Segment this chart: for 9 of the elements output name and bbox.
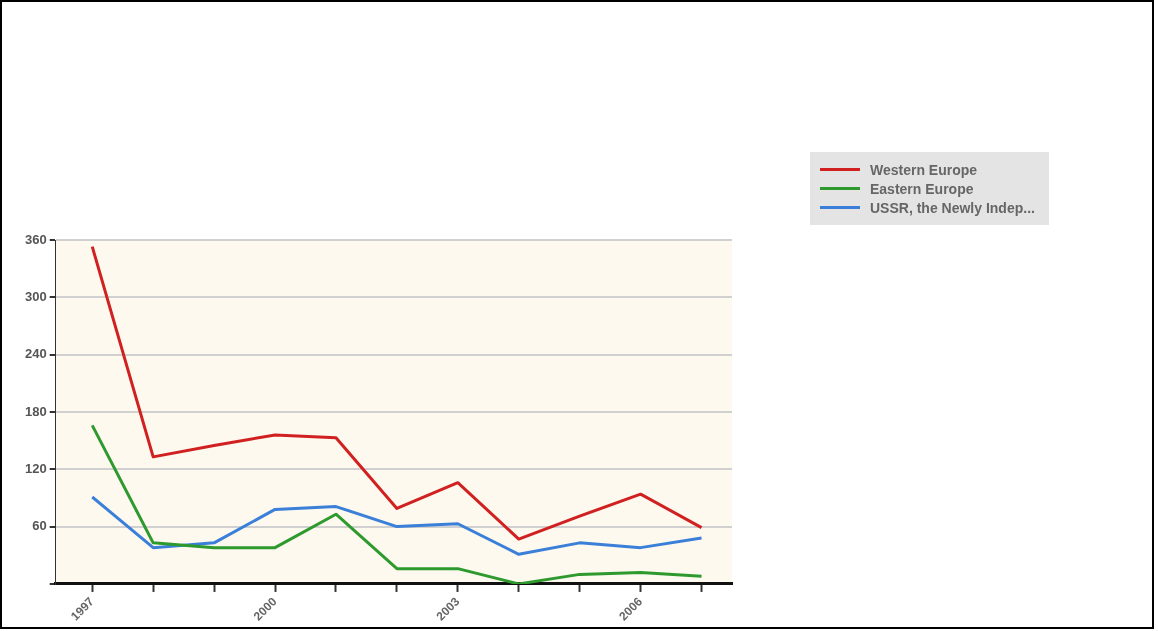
y-tick-label: 180 xyxy=(24,403,47,419)
legend-label: USSR, the Newly Indep... xyxy=(870,199,1035,216)
y-tick-label: 360 xyxy=(24,231,47,247)
y-tick-label: 300 xyxy=(24,288,47,304)
y-tick-label: 120 xyxy=(24,460,47,476)
legend-label: Western Europe xyxy=(870,161,978,178)
legend-label: Eastern Europe xyxy=(870,180,974,197)
y-tick-label: 240 xyxy=(24,346,47,362)
y-tick-label: 60 xyxy=(32,518,47,534)
